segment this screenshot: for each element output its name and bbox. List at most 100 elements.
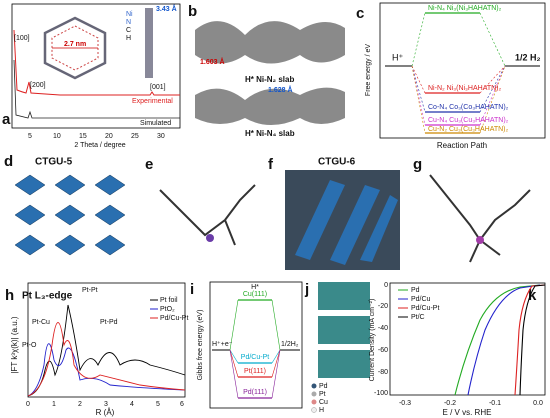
legend-label: Pd/Cu [411,296,431,303]
legend-label: Pd [411,287,420,294]
panel-letter: a [2,111,11,128]
x-tick-label: 5 [28,133,32,140]
x-axis-label: 2 Theta / degree [74,142,125,149]
panel-c: c Free energy / eV Ni-N₄ Ni₃(Ni₃HAHATN)₂… [356,2,546,150]
x-tick-label: 3 [104,401,108,408]
level-label: Cu-N₄ Cu₃(Cu₃HAHATN)₂ [428,117,509,124]
level-label: H* [251,284,259,291]
y-axis-label: Free energy / eV [365,44,372,96]
legend-label: Pt/C [411,314,425,321]
x-tick-label: 0.0 [533,400,543,407]
y-tick-label: -20 [378,303,388,310]
legend-label: Experimental [132,98,173,105]
legend-label: Pt [319,391,326,398]
frame [27,282,186,398]
y-tick-label: -40 [378,325,388,332]
panel-title: Pt L₃-edge [22,291,73,302]
x-tick-label: 15 [79,133,87,140]
decoration [14,174,46,196]
annotation: 1.603 Å [200,57,225,66]
element: Ni [126,11,133,18]
decoration [51,25,99,71]
level-label: Cu(111) [243,291,267,298]
element: N [126,19,131,26]
legend-label: Cu [319,399,328,406]
decoration [311,399,317,405]
decoration [14,174,126,256]
peak-label: [100] [14,35,30,42]
legend-label: Pd/Cu-Pt [160,315,188,322]
slab-image [195,87,345,125]
decoration [14,234,46,256]
x-tick-label: 5 [156,401,160,408]
decoration [311,407,317,413]
panel-f: f CTGU-6 [268,156,400,270]
pto2-curve [27,343,186,397]
panel-k: k Pd Pd/Cu Pd/Cu-Pt Pt/C 0 -20 -40 -60 -… [369,282,546,417]
decoration [411,65,426,94]
molecule [429,174,531,263]
legend-label: Pd/Cu-Pt [411,305,439,312]
end-label: 1/2H₂ [281,341,299,348]
y-axis-label: Current Density (mA cm⁻²) [369,299,376,382]
x-tick-label: 30 [157,133,165,140]
x-tick-label: 25 [131,133,139,140]
panel-letter: j [304,281,309,298]
framework-inset [43,16,107,80]
annotation: Pt-Cu [32,319,50,326]
start-label: H⁺+e⁻ [212,341,233,348]
legend-label: Simulated [140,120,171,127]
y-tick-label: -100 [374,390,388,397]
panel-e: e [145,156,256,246]
pdcupt-curve [27,322,186,397]
slab-label: H* Ni-N₄ slab [245,129,295,138]
element: H [126,35,131,42]
x-tick-label: -0.3 [399,400,411,407]
peak-label: [001] [150,84,166,91]
pdcu-curve [467,284,541,396]
atom [476,236,484,244]
y-tick-label: -80 [378,369,388,376]
decoration [311,383,317,389]
panel-letter: h [5,287,14,304]
slab-label: H* Ni-N₂ slab [245,75,294,84]
decoration [479,12,506,67]
decoration [229,299,281,399]
x-axis-label: E / V vs. RHE [443,408,492,417]
level-label: Pt(111) [244,368,266,375]
panel-letter: d [4,153,13,170]
slab [318,282,370,310]
panel-title: CTGU-5 [35,157,73,168]
x-tick-label: 4 [130,401,134,408]
pdcupt-curve [514,284,546,396]
level-label: Cu-N₂ Cu₃(Cu₃HAHATN)₂ [428,126,509,133]
stack-inset [145,8,153,78]
decoration [94,174,126,196]
decoration [229,299,281,351]
panel-j: j Pd Pt Cu H [304,281,370,414]
end-label: 1/2 H₂ [515,52,541,62]
peak-label: [200] [30,82,46,89]
legend-label: Pd [319,383,328,390]
x-axis-label: R (Å) [96,408,115,417]
panel-letter: f [268,156,274,173]
panel-h: h Pt L₃-edge Pt foil PtO₂ Pd/Cu-Pt Pt-Pt… [5,282,188,417]
annotation: Pt-Pd [100,319,118,326]
frame [379,2,546,139]
decoration [411,12,426,67]
level-label: Pd/Cu-Pt [241,354,269,361]
legend-label: H [319,407,324,414]
panel-letter: i [190,281,194,298]
decoration [295,180,345,260]
legend-label: Pt foil [160,297,178,304]
decoration [14,204,46,226]
slab [318,350,370,378]
annotation: 2.7 nm [64,41,86,48]
legend-label: PtO₂ [160,306,175,313]
decoration [330,185,380,265]
x-tick-label: 2 [78,401,82,408]
slab [318,316,370,344]
frame [11,3,181,129]
decoration [311,391,317,397]
x-tick-label: 20 [105,133,113,140]
